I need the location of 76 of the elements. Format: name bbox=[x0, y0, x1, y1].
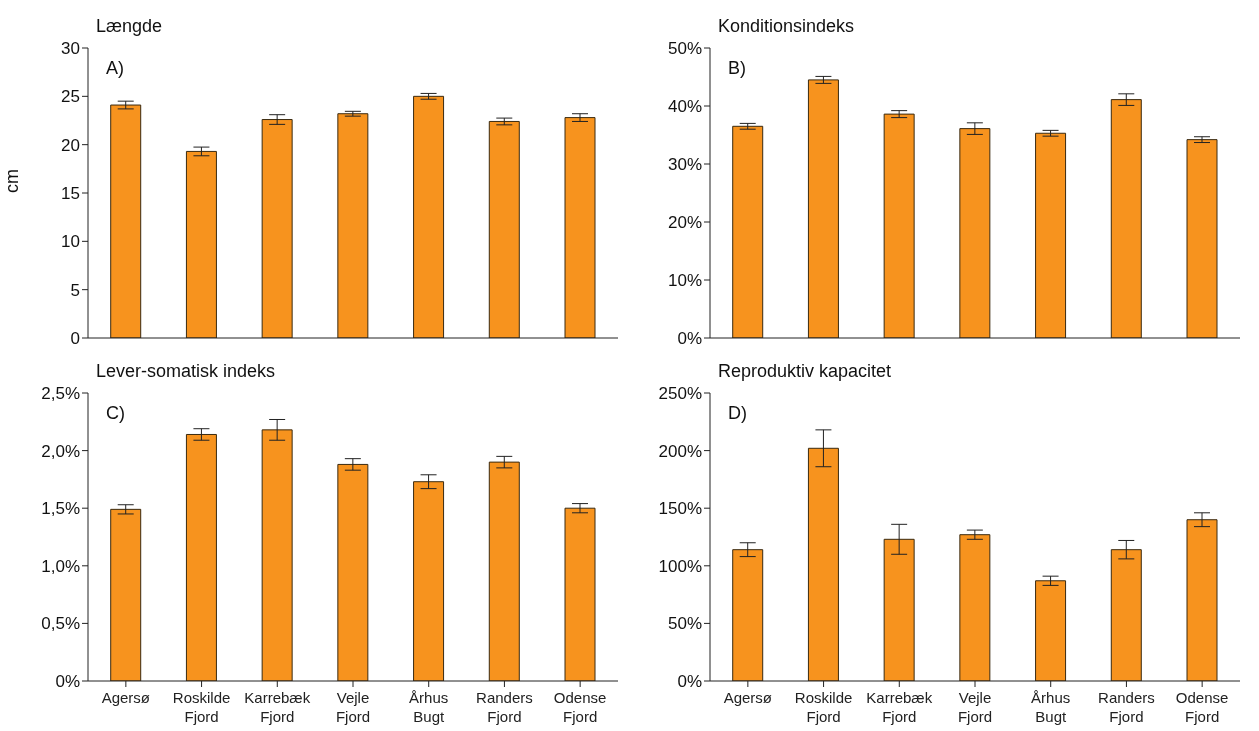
y-tick-label: 0,5% bbox=[41, 614, 80, 634]
bar bbox=[337, 113, 369, 338]
annotation: C) bbox=[106, 403, 125, 424]
bar bbox=[959, 534, 991, 681]
bar bbox=[488, 461, 520, 681]
bar bbox=[732, 549, 764, 681]
y-tick-label: 1,0% bbox=[41, 556, 80, 576]
bar bbox=[1186, 139, 1218, 338]
y-tick-label: 0 bbox=[70, 329, 80, 349]
bar bbox=[1035, 132, 1067, 338]
bar bbox=[883, 113, 915, 338]
bar bbox=[1035, 580, 1067, 681]
chart-title: Lever-somatisk indeks bbox=[96, 361, 276, 382]
x-tick-label: Agersø bbox=[101, 689, 151, 706]
x-tick-label: Århus Bugt bbox=[1031, 689, 1071, 725]
y-tick-label: 0% bbox=[677, 329, 702, 349]
y-tick-label: 150% bbox=[658, 499, 702, 519]
y-tick-label: 20% bbox=[667, 213, 702, 233]
x-tick-label: Vejle Fjord bbox=[335, 689, 371, 725]
x-tick-label: Agersø bbox=[723, 689, 773, 706]
x-tick-label: Randers Fjord bbox=[476, 689, 533, 725]
y-tick-label: 0% bbox=[55, 672, 80, 692]
y-tick-label: 5 bbox=[70, 280, 80, 300]
y-tick-label: 200% bbox=[658, 441, 702, 461]
bar bbox=[413, 481, 445, 681]
annotation: A) bbox=[106, 58, 124, 79]
bar bbox=[185, 150, 217, 338]
bar bbox=[110, 508, 142, 681]
bar bbox=[337, 463, 369, 681]
chart-title: Reproduktiv kapacitet bbox=[718, 361, 892, 382]
bar bbox=[261, 429, 293, 681]
y-tick-label: 50% bbox=[667, 614, 702, 634]
annotation: D) bbox=[728, 403, 747, 424]
annotation: B) bbox=[728, 58, 746, 79]
bar bbox=[959, 128, 991, 338]
y-tick-label: 15 bbox=[61, 184, 80, 204]
x-tick-label: Karrebæk Fjord bbox=[866, 689, 933, 725]
y-tick-label: 20 bbox=[61, 135, 80, 155]
x-tick-label: Randers Fjord bbox=[1098, 689, 1155, 725]
bar bbox=[732, 125, 764, 338]
bar bbox=[807, 447, 839, 681]
x-tick-label: Roskilde Fjord bbox=[794, 689, 853, 725]
y-tick-label: 10 bbox=[61, 232, 80, 252]
y-tick-label: 30% bbox=[667, 155, 702, 175]
bar bbox=[807, 79, 839, 338]
y-tick-label: 0% bbox=[677, 672, 702, 692]
y-tick-label: 100% bbox=[658, 556, 702, 576]
x-tick-label: Århus Bugt bbox=[409, 689, 449, 725]
bar bbox=[883, 538, 915, 681]
chart-title: Længde bbox=[96, 16, 163, 37]
bar bbox=[1186, 519, 1218, 681]
bar bbox=[564, 507, 596, 681]
bar bbox=[110, 104, 142, 338]
y-tick-label: 25 bbox=[61, 87, 80, 107]
bar bbox=[1110, 99, 1142, 338]
x-tick-label: Odense Fjord bbox=[1175, 689, 1229, 725]
y-tick-label: 50% bbox=[667, 39, 702, 59]
x-tick-label: Odense Fjord bbox=[553, 689, 607, 725]
chart-title: Konditionsindeks bbox=[718, 16, 855, 37]
y-tick-label: 40% bbox=[667, 97, 702, 117]
y-axis-title: cm bbox=[2, 169, 23, 193]
y-tick-label: 2,0% bbox=[41, 441, 80, 461]
bar bbox=[564, 117, 596, 338]
bar bbox=[1110, 549, 1142, 681]
bar bbox=[185, 433, 217, 681]
bar bbox=[261, 119, 293, 338]
y-tick-label: 30 bbox=[61, 39, 80, 59]
x-tick-label: Karrebæk Fjord bbox=[244, 689, 311, 725]
x-tick-label: Vejle Fjord bbox=[957, 689, 993, 725]
x-tick-label: Roskilde Fjord bbox=[172, 689, 231, 725]
bar bbox=[413, 95, 445, 338]
y-tick-label: 2,5% bbox=[41, 384, 80, 404]
y-tick-label: 1,5% bbox=[41, 499, 80, 519]
bar bbox=[488, 120, 520, 338]
y-tick-label: 10% bbox=[667, 271, 702, 291]
y-tick-label: 250% bbox=[658, 384, 702, 404]
